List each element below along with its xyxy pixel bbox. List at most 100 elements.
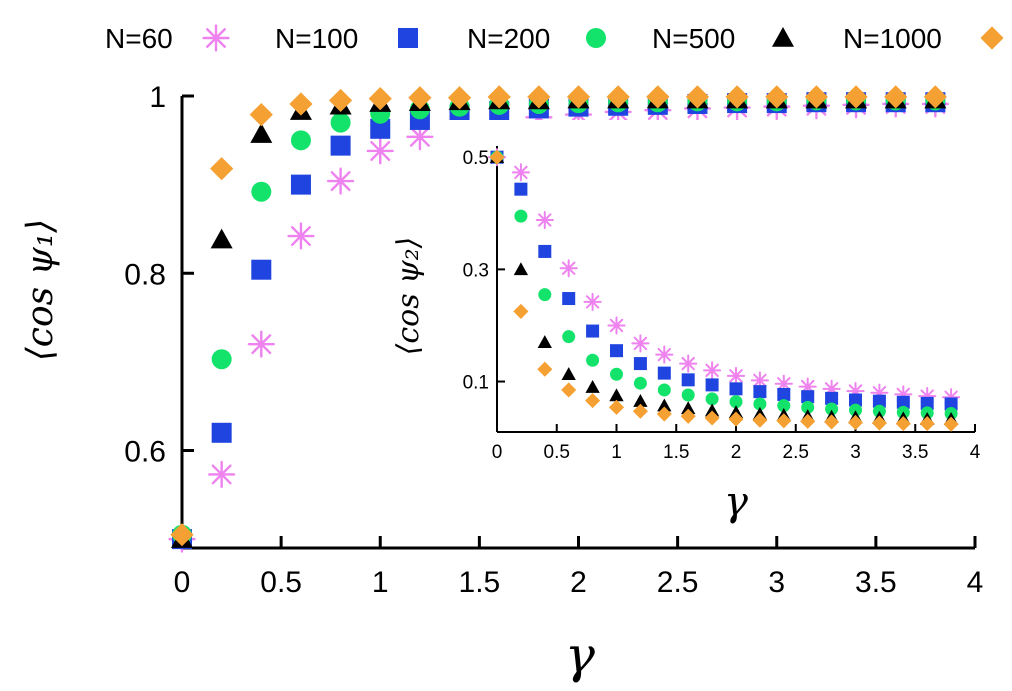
y-tick-label: 0.6 bbox=[124, 436, 166, 469]
x-tick-label: 0 bbox=[492, 442, 503, 463]
inset-y-axis-title: ⟨cos ψ₂⟩ bbox=[391, 237, 426, 356]
data-point-n-200 bbox=[610, 367, 623, 381]
data-point-n-60 bbox=[366, 137, 394, 165]
data-point-n-200 bbox=[777, 399, 791, 413]
data-point-n-100 bbox=[753, 385, 767, 399]
data-point-n-1000 bbox=[800, 413, 816, 429]
data-point-n-1000 bbox=[249, 103, 273, 127]
x-tick-label: 0 bbox=[174, 566, 191, 599]
data-point-n-100 bbox=[586, 324, 600, 338]
x-tick-label: 0.5 bbox=[544, 442, 570, 463]
x-tick-label: 3.5 bbox=[855, 566, 897, 599]
data-point-n-1000 bbox=[632, 403, 648, 419]
data-point-n-200 bbox=[801, 400, 815, 414]
data-point-n-60 bbox=[607, 316, 626, 335]
data-point-n-1000 bbox=[608, 399, 625, 415]
legend-label: N=500 bbox=[652, 23, 735, 54]
data-point-n-1000 bbox=[646, 85, 670, 109]
x-tick-label: 3 bbox=[850, 442, 861, 463]
data-point-n-60 bbox=[726, 366, 746, 385]
data-point-n-1000 bbox=[408, 86, 432, 110]
main-data-marks bbox=[168, 85, 949, 553]
data-point-n-1000 bbox=[752, 412, 768, 428]
data-point-n-100 bbox=[633, 357, 647, 371]
data-point-n-200 bbox=[849, 403, 862, 417]
main-y-axis-title: ⟨cos ψ₁⟩ bbox=[20, 219, 61, 362]
data-point-n-100 bbox=[681, 373, 695, 387]
data-point-n-1000 bbox=[210, 157, 234, 181]
data-point-n-100 bbox=[211, 422, 232, 443]
y-tick-label: 0.8 bbox=[124, 258, 166, 291]
data-point-n-200 bbox=[586, 353, 600, 367]
data-point-n-200 bbox=[562, 330, 576, 344]
data-point-n-60 bbox=[631, 334, 650, 353]
y-tick-label: 0.3 bbox=[463, 260, 489, 281]
data-point-n-60 bbox=[559, 259, 578, 278]
data-point-n-100 bbox=[849, 393, 862, 407]
data-point-n-500 bbox=[561, 367, 576, 380]
data-point-n-500 bbox=[681, 401, 696, 415]
legend-label: N=200 bbox=[467, 23, 550, 54]
data-point-n-500 bbox=[513, 262, 529, 276]
data-point-n-60 bbox=[327, 167, 355, 195]
data-point-n-100 bbox=[370, 118, 391, 139]
x-tick-label: 4 bbox=[967, 566, 984, 599]
x-tick-label: 1.5 bbox=[663, 442, 689, 463]
x-tick-label: 4 bbox=[970, 442, 981, 463]
data-point-n-100 bbox=[777, 387, 791, 401]
inset-data-marks bbox=[487, 148, 961, 432]
data-point-n-1000 bbox=[804, 85, 828, 109]
data-point-n-100 bbox=[251, 259, 272, 280]
data-point-n-100 bbox=[330, 135, 351, 156]
data-point-n-100 bbox=[729, 382, 743, 396]
data-point-n-500 bbox=[633, 394, 648, 407]
y-tick-label: 0.1 bbox=[463, 373, 489, 394]
x-tick-label: 2.5 bbox=[657, 566, 699, 599]
data-point-n-200 bbox=[514, 209, 528, 223]
data-point-n-60 bbox=[583, 292, 602, 311]
data-point-n-100 bbox=[944, 397, 958, 411]
data-point-n-100 bbox=[872, 394, 886, 408]
x-tick-label: 1 bbox=[611, 442, 622, 463]
x-tick-label: 2 bbox=[731, 442, 742, 463]
data-point-n-60 bbox=[208, 460, 236, 489]
data-point-n-100 bbox=[825, 391, 839, 405]
inset-axes: 0 0.5 1 1.5 2 2.5 3 3.5 4 0.1 0.3 0.5 bbox=[463, 146, 981, 463]
legend: N=60 N=100 N=200 N=500 N=1000 bbox=[105, 23, 1004, 54]
data-point-n-200 bbox=[657, 383, 671, 397]
data-point-n-1000 bbox=[487, 85, 511, 109]
data-point-n-200 bbox=[538, 288, 552, 302]
x-tick-label: 1.5 bbox=[459, 566, 501, 599]
main-x-axis-title: γ bbox=[565, 626, 595, 684]
data-point-n-500 bbox=[657, 398, 672, 412]
data-point-n-500 bbox=[250, 123, 273, 143]
data-point-n-200 bbox=[290, 130, 311, 151]
data-point-n-1000 bbox=[606, 85, 630, 109]
x-tick-label: 1 bbox=[372, 566, 389, 599]
data-point-n-200 bbox=[330, 112, 351, 133]
data-point-n-200 bbox=[753, 397, 767, 411]
data-point-n-100 bbox=[290, 174, 311, 195]
x-tick-label: 2.5 bbox=[783, 442, 809, 463]
legend-marker-n-60 bbox=[202, 24, 230, 52]
data-point-n-1000 bbox=[725, 85, 749, 109]
data-point-n-200 bbox=[251, 181, 272, 202]
data-point-n-100 bbox=[920, 396, 934, 410]
data-point-n-200 bbox=[729, 395, 743, 409]
data-point-n-1000 bbox=[489, 149, 505, 165]
data-point-n-1000 bbox=[895, 416, 911, 432]
data-point-n-60 bbox=[511, 163, 530, 182]
data-point-n-200 bbox=[681, 388, 695, 402]
data-point-n-1000 bbox=[447, 86, 472, 110]
data-point-n-1000 bbox=[585, 393, 601, 409]
data-point-n-500 bbox=[585, 379, 600, 393]
legend-marker-n-100 bbox=[398, 28, 418, 48]
main-axes: 0 0.5 1 1.5 2 2.5 3 3.5 4 0.6 0.8 1 bbox=[124, 81, 983, 599]
data-point-n-1000 bbox=[537, 361, 553, 377]
legend-label: N=100 bbox=[275, 23, 358, 54]
data-point-n-60 bbox=[655, 345, 674, 364]
data-point-n-1000 bbox=[943, 416, 959, 432]
data-point-n-1000 bbox=[329, 88, 353, 113]
inset-plot: 0 0.5 1 1.5 2 2.5 3 3.5 4 0.1 0.3 0.5 γ ⟨cos ψ₂⟩ bbox=[391, 120, 981, 532]
legend-marker-n-500 bbox=[772, 27, 794, 47]
